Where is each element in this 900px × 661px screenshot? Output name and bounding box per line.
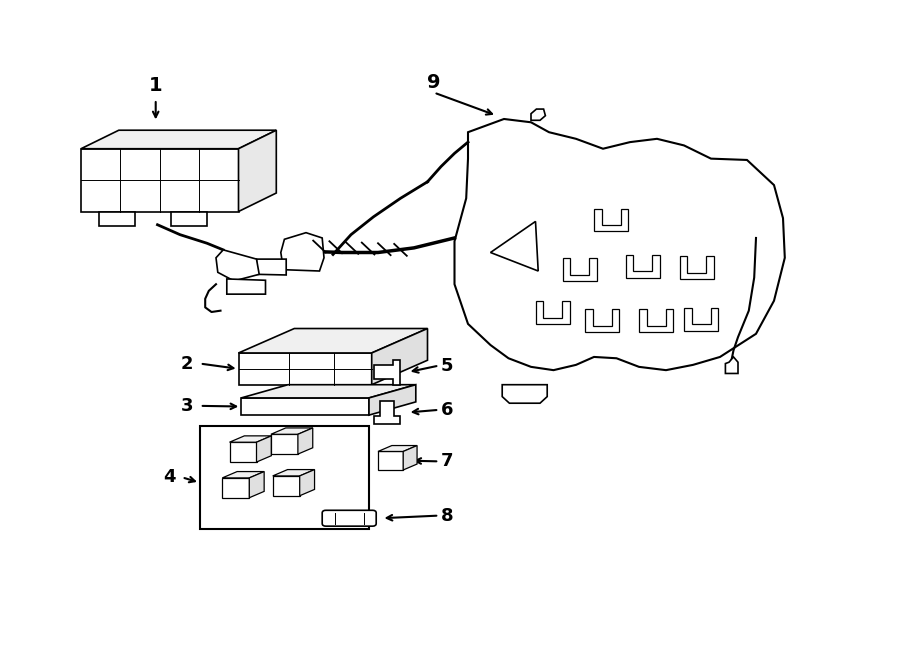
Polygon shape xyxy=(99,212,135,226)
Polygon shape xyxy=(271,434,298,454)
Polygon shape xyxy=(271,428,313,434)
Polygon shape xyxy=(273,476,300,496)
Polygon shape xyxy=(403,446,417,470)
Polygon shape xyxy=(281,233,324,271)
Text: 5: 5 xyxy=(441,356,454,375)
Polygon shape xyxy=(594,209,628,231)
Polygon shape xyxy=(230,436,272,442)
Polygon shape xyxy=(531,109,545,120)
Polygon shape xyxy=(238,353,372,385)
Polygon shape xyxy=(222,471,265,478)
Polygon shape xyxy=(241,398,369,415)
Polygon shape xyxy=(454,119,785,370)
Polygon shape xyxy=(680,256,714,279)
Polygon shape xyxy=(227,279,266,294)
Polygon shape xyxy=(536,301,570,324)
Polygon shape xyxy=(626,255,660,278)
Polygon shape xyxy=(639,309,673,332)
Text: 4: 4 xyxy=(163,468,176,486)
Polygon shape xyxy=(171,212,207,226)
Polygon shape xyxy=(725,357,738,373)
Polygon shape xyxy=(502,385,547,403)
Polygon shape xyxy=(372,329,428,385)
Polygon shape xyxy=(241,385,416,398)
Polygon shape xyxy=(374,401,400,424)
Polygon shape xyxy=(491,221,538,271)
Polygon shape xyxy=(585,309,619,332)
Text: 8: 8 xyxy=(441,506,454,525)
Polygon shape xyxy=(378,451,403,470)
Polygon shape xyxy=(222,478,249,498)
Text: 3: 3 xyxy=(181,397,194,415)
Polygon shape xyxy=(378,446,417,451)
Polygon shape xyxy=(249,471,265,498)
Polygon shape xyxy=(562,258,597,281)
Polygon shape xyxy=(256,259,286,275)
Text: 7: 7 xyxy=(441,452,454,471)
Polygon shape xyxy=(216,250,259,281)
Polygon shape xyxy=(369,385,416,415)
Polygon shape xyxy=(238,130,276,212)
Polygon shape xyxy=(298,428,313,454)
Polygon shape xyxy=(230,442,256,462)
Polygon shape xyxy=(238,329,428,353)
Text: 2: 2 xyxy=(181,354,194,373)
Polygon shape xyxy=(81,149,239,212)
Polygon shape xyxy=(273,469,315,476)
Polygon shape xyxy=(256,436,272,462)
FancyBboxPatch shape xyxy=(322,510,376,526)
Polygon shape xyxy=(300,469,315,496)
Bar xyxy=(200,426,369,529)
Polygon shape xyxy=(684,308,718,330)
Text: 9: 9 xyxy=(428,73,441,92)
Text: 6: 6 xyxy=(441,401,454,419)
Polygon shape xyxy=(374,360,400,385)
Text: 1: 1 xyxy=(148,77,163,95)
Polygon shape xyxy=(81,130,276,149)
